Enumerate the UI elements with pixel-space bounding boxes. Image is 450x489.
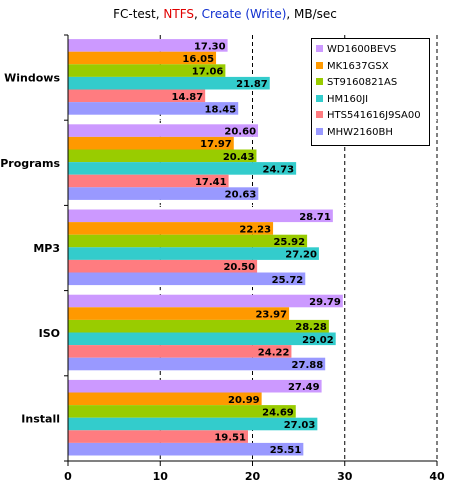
title-sep: ,: [194, 7, 202, 21]
bar-programs-hm160ji: [68, 162, 297, 175]
legend-label: ST9160821AS: [327, 77, 398, 89]
x-tick-label: 20: [245, 470, 261, 483]
title-suffix: , MB/sec: [286, 7, 337, 21]
value-label: 27.20: [285, 250, 317, 261]
bar-install-wd1600bevs: [68, 379, 322, 393]
legend-item-wd1600bevs: WD1600BEVS: [316, 43, 396, 57]
value-label: 20.99: [228, 395, 260, 406]
value-label: 19.51: [214, 433, 246, 444]
title-mode: Create (Write): [201, 7, 287, 21]
category-label-programs: Programs: [0, 157, 60, 170]
legend-swatch: [316, 45, 323, 52]
bar-windows-wd1600bevs: [68, 39, 228, 52]
bar-programs-st9160821as: [68, 149, 257, 163]
value-label: 23.97: [255, 310, 287, 321]
category-label-windows: Windows: [4, 72, 60, 85]
bar-iso-mhw2160bh: [68, 357, 326, 371]
value-label: 27.88: [292, 360, 324, 371]
legend: WD1600BEVS MK1637GSX ST9160821AS HM160JI HTS…: [311, 38, 430, 146]
value-label: 20.50: [223, 262, 255, 273]
value-label: 24.22: [258, 347, 290, 358]
bar-programs-mk1637gsx: [68, 136, 234, 150]
bar-windows-hm160ji: [68, 76, 270, 90]
legend-swatch: [316, 94, 323, 102]
value-label: 25.72: [272, 275, 304, 286]
bar-install-hm160ji: [68, 417, 318, 431]
value-label: 17.97: [200, 139, 232, 150]
value-label: 20.63: [225, 190, 257, 201]
value-label: 28.71: [299, 212, 331, 223]
bar-windows-mk1637gsx: [68, 51, 217, 65]
legend-swatch: [316, 61, 323, 69]
legend-item-hm160ji: HM160JI: [316, 93, 368, 107]
bars: [68, 39, 343, 456]
bar-programs-hts541616j9sa00: [68, 174, 229, 188]
bar-iso-mk1637gsx: [68, 307, 290, 320]
bar-install-mk1637gsx: [68, 392, 262, 406]
bar-install-mhw2160bh: [68, 442, 304, 456]
value-label: 24.73: [262, 164, 294, 175]
value-label: 16.05: [182, 54, 214, 65]
bar-mp3-mhw2160bh: [68, 272, 306, 286]
title-prefix: FC-test,: [113, 7, 164, 21]
category-label-install: Install: [21, 412, 60, 425]
bar-windows-mhw2160bh: [68, 102, 239, 115]
legend-item-st9160821as: ST9160821AS: [316, 76, 397, 90]
value-label: 29.79: [309, 297, 341, 308]
value-label: 29.02: [302, 335, 334, 346]
legend-item-hts541616j9sa00: HTS541616J9SA00: [316, 109, 421, 123]
bar-iso-wd1600bevs: [68, 294, 343, 308]
legend-swatch: [316, 78, 323, 86]
bar-windows-hts541616j9sa00: [68, 89, 206, 103]
value-label: 21.87: [236, 79, 268, 90]
value-label: 27.49: [288, 382, 320, 393]
bar-programs-mhw2160bh: [68, 187, 259, 200]
x-tick-label: 30: [337, 470, 353, 483]
value-label: 20.43: [223, 152, 255, 163]
x-tick-label: 10: [153, 470, 169, 483]
value-label: 28.28: [295, 322, 327, 333]
value-label: 17.30: [194, 41, 226, 52]
bar-programs-wd1600bevs: [68, 124, 259, 137]
value-label: 25.51: [270, 445, 302, 456]
bar-mp3-hts541616j9sa00: [68, 259, 258, 273]
legend-label: HM160JI: [327, 93, 369, 105]
category-label-mp3: MP3: [33, 242, 60, 255]
legend-swatch: [316, 111, 323, 119]
bar-mp3-st9160821as: [68, 234, 308, 248]
bar-windows-st9160821as: [68, 64, 226, 77]
bar-iso-hm160ji: [68, 332, 336, 346]
chart-title: FC-test, NTFS, Create (Write), MB/sec: [0, 7, 450, 21]
x-tick-label: 0: [64, 470, 72, 483]
bar-mp3-hm160ji: [68, 247, 319, 260]
value-label: 17.41: [195, 177, 227, 188]
bar-install-st9160821as: [68, 405, 296, 418]
value-label: 24.69: [262, 407, 294, 418]
bar-install-hts541616j9sa00: [68, 430, 248, 443]
bar-iso-st9160821as: [68, 319, 329, 333]
legend-label: MHW2160BH: [327, 127, 393, 138]
value-label: 17.06: [192, 67, 224, 78]
bar-mp3-mk1637gsx: [68, 222, 274, 235]
legend-label: MK1637GSX: [327, 60, 389, 72]
category-label-iso: ISO: [39, 327, 60, 340]
value-label: 20.60: [224, 127, 256, 138]
bar-mp3-wd1600bevs: [68, 209, 333, 223]
value-label: 27.03: [284, 420, 316, 431]
axes: Windows Programs MP3 ISO Install 0 10 20 30 40: [0, 34, 445, 483]
x-tick-label: 40: [429, 470, 445, 483]
bar-iso-hts541616j9sa00: [68, 345, 292, 358]
value-label: 25.92: [273, 237, 305, 248]
title-ntfs: NTFS: [163, 7, 195, 21]
legend-item-mhw2160bh: MHW2160BH: [316, 126, 393, 140]
legend-label: HTS541616J9SA00: [327, 110, 421, 122]
value-label: 18.45: [205, 104, 237, 115]
value-label: 22.23: [239, 224, 271, 235]
legend-swatch: [316, 128, 323, 135]
legend-label: WD1600BEVS: [327, 44, 397, 55]
legend-item-mk1637gsx: MK1637GSX: [316, 60, 389, 74]
value-label: 14.87: [172, 92, 204, 103]
